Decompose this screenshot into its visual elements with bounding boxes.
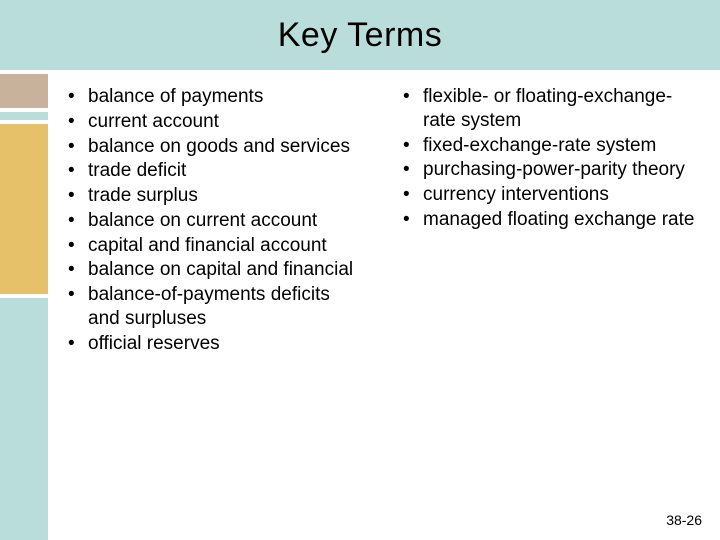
list-item: current account: [60, 110, 365, 134]
accent-segment: [0, 298, 48, 540]
list-item: balance of payments: [60, 85, 365, 109]
right-list: flexible- or floating-exchange-rate syst…: [395, 85, 700, 232]
title-band: Key Terms: [0, 0, 720, 70]
accent-segment: [0, 112, 48, 120]
left-list: balance of paymentscurrent accountbalanc…: [60, 85, 365, 355]
left-column: balance of paymentscurrent accountbalanc…: [60, 85, 365, 500]
list-item: fixed-exchange-rate system: [395, 134, 700, 158]
list-item: balance on capital and financial: [60, 258, 365, 282]
list-item: trade deficit: [60, 159, 365, 183]
list-item: balance on current account: [60, 209, 365, 233]
page-title: Key Terms: [278, 16, 442, 55]
right-column: flexible- or floating-exchange-rate syst…: [395, 85, 700, 500]
list-item: trade surplus: [60, 184, 365, 208]
list-item: flexible- or floating-exchange-rate syst…: [395, 85, 700, 133]
list-item: currency interventions: [395, 183, 700, 207]
list-item: official reserves: [60, 332, 365, 356]
list-item: purchasing-power-parity theory: [395, 158, 700, 182]
accent-segment: [0, 124, 48, 294]
list-item: balance on goods and services: [60, 135, 365, 159]
list-item: capital and financial account: [60, 234, 365, 258]
accent-segment: [0, 74, 48, 108]
content-area: balance of paymentscurrent accountbalanc…: [60, 85, 700, 500]
accent-strip: [0, 0, 48, 540]
list-item: managed floating exchange rate: [395, 208, 700, 232]
list-item: balance-of-payments deficits and surplus…: [60, 283, 365, 331]
slide-number: 38-26: [666, 512, 702, 528]
